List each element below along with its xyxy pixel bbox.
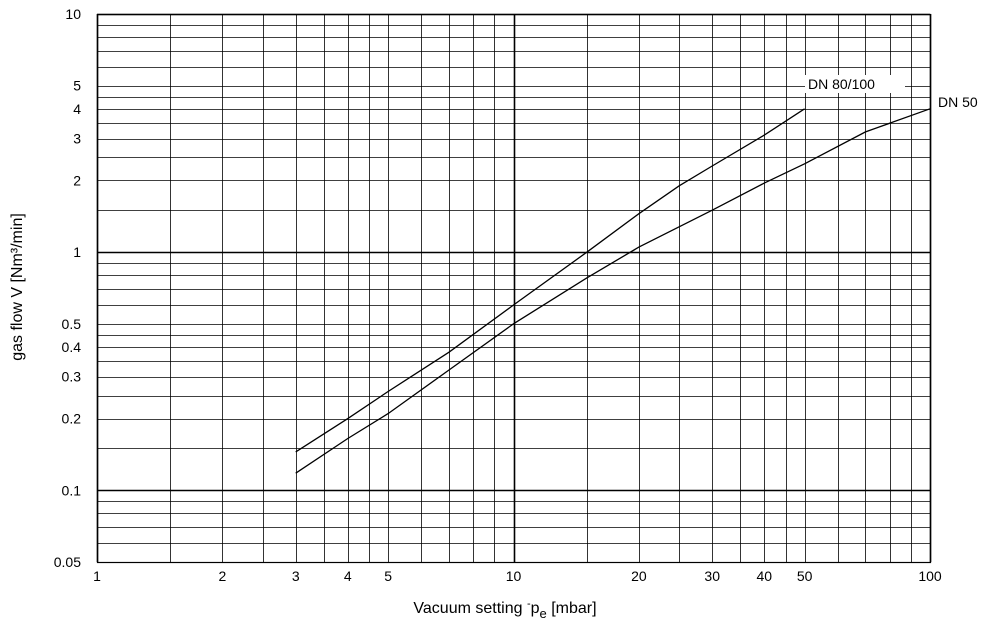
x-tick-label: 10 bbox=[506, 568, 522, 584]
series-label-dn-50: DN 50 bbox=[938, 94, 978, 110]
y-tick-label: 5 bbox=[73, 78, 81, 94]
x-tick-label: 1 bbox=[93, 568, 101, 584]
x-tick-label: 2 bbox=[218, 568, 226, 584]
x-tick-label: 20 bbox=[631, 568, 647, 584]
y-tick-label: 0.1 bbox=[62, 482, 82, 498]
x-tick-label: 30 bbox=[704, 568, 720, 584]
y-axis-title: gas flow V [Nm³/min] bbox=[9, 213, 26, 361]
y-tick-label: 3 bbox=[73, 131, 81, 147]
x-tick-label: 40 bbox=[756, 568, 772, 584]
x-tick-label: 100 bbox=[918, 568, 942, 584]
series-line-dn-50 bbox=[295, 108, 931, 474]
y-tick-label: 0.5 bbox=[62, 316, 82, 332]
y-tick-label: 0.4 bbox=[62, 339, 82, 355]
series-lines: DN 80/100 DN 50 bbox=[295, 75, 995, 474]
y-tick-label: 0.2 bbox=[62, 411, 82, 427]
y-tick-label: 0.05 bbox=[54, 554, 81, 570]
x-tick-label: 4 bbox=[344, 568, 352, 584]
series-line-dn-80-100 bbox=[295, 108, 805, 453]
y-tick-label: 1 bbox=[73, 244, 81, 260]
tick-labels: 1 2 3 4 5 10 20 30 40 50 100 0.05 0.1 0.2 0.3 0.4 0.5 1 2 3… bbox=[54, 6, 942, 584]
series-label-background bbox=[805, 75, 905, 93]
grid bbox=[96, 13, 932, 564]
plot-frame bbox=[96, 13, 932, 564]
x-axis-title: Vacuum setting -pe [mbar] bbox=[413, 598, 596, 621]
y-tick-label: 4 bbox=[73, 101, 81, 117]
y-tick-label: 0.3 bbox=[62, 369, 82, 385]
x-tick-label: 50 bbox=[797, 568, 813, 584]
x-tick-label: 5 bbox=[384, 568, 392, 584]
y-tick-label: 10 bbox=[65, 6, 81, 22]
series-label-dn-80-100: DN 80/100 bbox=[808, 76, 875, 92]
x-tick-label: 3 bbox=[292, 568, 300, 584]
y-tick-label: 2 bbox=[73, 172, 81, 188]
series-label-background bbox=[935, 93, 995, 111]
